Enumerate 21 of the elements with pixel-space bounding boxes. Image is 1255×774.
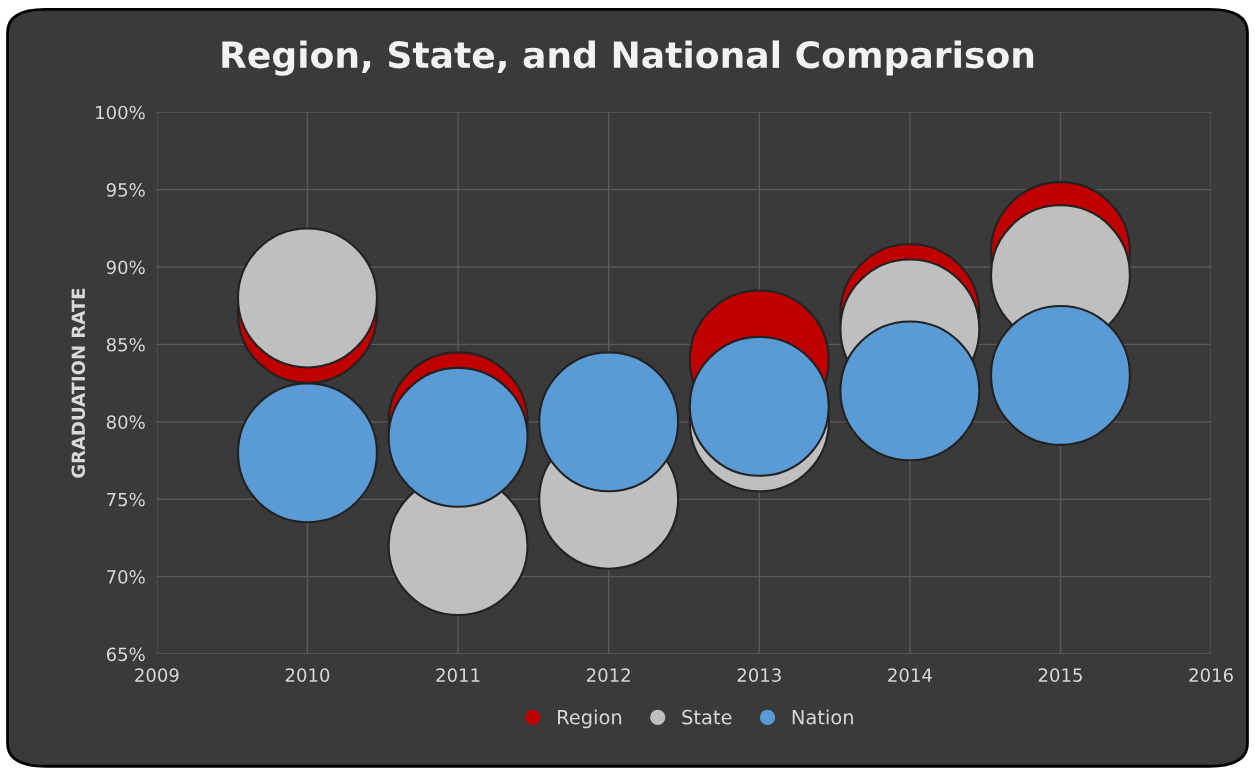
legend-label: Region bbox=[558, 709, 622, 729]
x-tick-label: 2011 bbox=[436, 668, 480, 682]
y-tick-label: 90% bbox=[106, 260, 145, 275]
y-tick-label: 85% bbox=[106, 337, 145, 352]
x-tick-label: 2009 bbox=[135, 668, 179, 682]
legend-label: State bbox=[682, 709, 732, 725]
x-tick-label: 2016 bbox=[1189, 668, 1233, 682]
legend-label: Nation bbox=[792, 709, 853, 725]
x-tick-label: 2015 bbox=[1038, 668, 1082, 682]
x-tick-label: 2014 bbox=[888, 668, 932, 682]
chart-title: Region, State, and National Comparison bbox=[222, 40, 1034, 76]
x-tick-label: 2012 bbox=[587, 668, 630, 682]
y-tick-label: 80% bbox=[106, 415, 145, 429]
y-tick-label: 75% bbox=[107, 492, 145, 507]
y-tick-label: 100% bbox=[96, 105, 145, 120]
y-axis-title: GRADUATION RATE bbox=[71, 288, 86, 478]
y-tick-label: 70% bbox=[107, 570, 145, 584]
x-tick-label: 2010 bbox=[285, 668, 330, 682]
x-tick-label: 2013 bbox=[737, 668, 781, 682]
y-tick-label: 65% bbox=[106, 647, 145, 662]
y-tick-label: 95% bbox=[106, 183, 145, 197]
